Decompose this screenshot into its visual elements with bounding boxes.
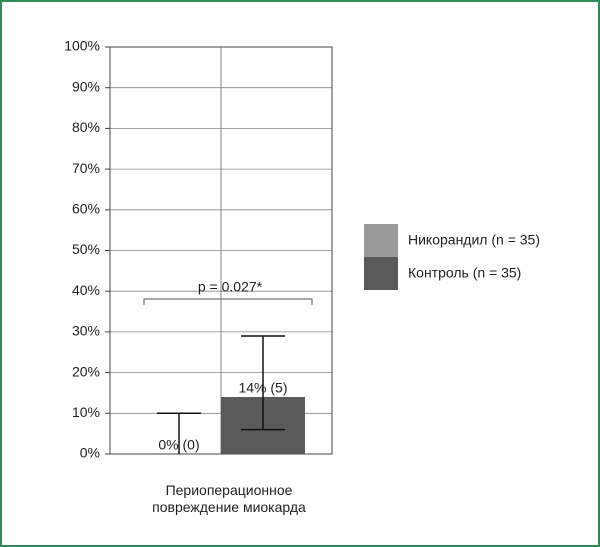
y-tick-label: 10% [72,404,100,420]
legend-swatch [364,224,398,257]
y-tick-label: 60% [72,201,100,217]
y-tick-label: 0% [80,445,100,461]
y-tick-label: 50% [72,241,100,257]
legend-label: Контроль (n = 35) [408,265,521,281]
x-category-label: Периоперационное повреждение миокарда [152,482,306,515]
y-tick-label: 70% [72,160,100,176]
y-tick-label: 100% [64,38,100,54]
value-label: 14% (5) [238,380,287,396]
y-tick-label: 40% [72,282,100,298]
legend-swatch [364,257,398,290]
significance-bracket [143,298,313,305]
y-tick-label: 20% [72,363,100,379]
legend-label: Никорандил (n = 35) [408,232,540,248]
annotation: p = 0.027* [198,279,263,295]
value-label: 0% (0) [158,437,199,453]
y-tick-label: 90% [72,78,100,94]
y-tick-label: 30% [72,323,100,339]
y-tick-label: 80% [72,119,100,135]
